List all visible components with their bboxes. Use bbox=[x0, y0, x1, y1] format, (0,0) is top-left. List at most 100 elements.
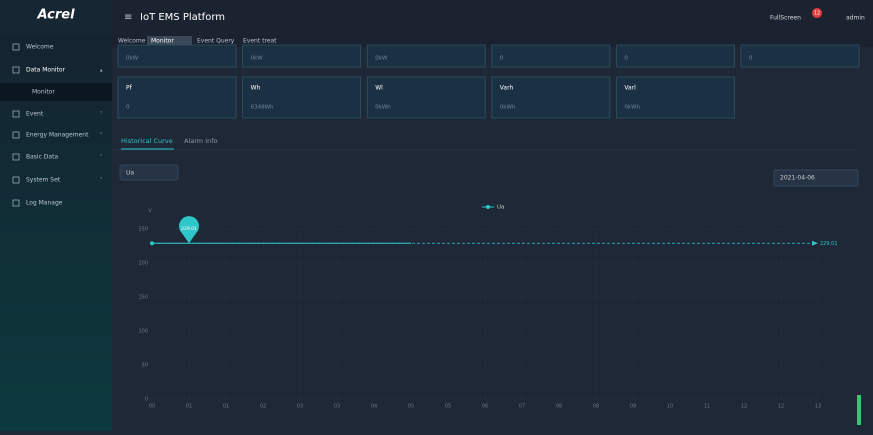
menu-item[interactable]: Energy Management bbox=[26, 132, 89, 139]
menu-arrow: ˅ bbox=[100, 132, 103, 139]
y-axis-name: V bbox=[148, 209, 152, 215]
active-tab bbox=[147, 36, 192, 46]
x-tick-label: 08 bbox=[556, 404, 562, 410]
card-label: Pf bbox=[126, 85, 133, 92]
subtab[interactable]: Alarm Info bbox=[184, 137, 218, 145]
card-value: 0kWh bbox=[375, 105, 391, 111]
card-value: 0 bbox=[126, 105, 130, 111]
card bbox=[491, 76, 611, 119]
card bbox=[491, 44, 611, 68]
active-menu-bg bbox=[0, 83, 112, 101]
x-tick-label: 05 bbox=[408, 404, 414, 410]
x-tick-label: 06 bbox=[482, 404, 488, 410]
card-value: 0 bbox=[624, 56, 628, 62]
logo: Acrel bbox=[36, 8, 75, 23]
card bbox=[242, 44, 362, 68]
menu-item[interactable]: Data Monitor bbox=[26, 67, 66, 74]
card bbox=[242, 76, 362, 119]
fullscreen[interactable]: FullScreen bbox=[770, 15, 801, 22]
max-pin-label: 229.01 bbox=[181, 226, 197, 232]
card-value: 0 bbox=[749, 56, 753, 62]
x-tick-label: 05 bbox=[445, 404, 451, 410]
y-tick-label: 200 bbox=[138, 261, 148, 267]
x-tick-label: 10 bbox=[667, 404, 673, 410]
menu-item[interactable]: Welcome bbox=[26, 44, 54, 51]
date: 2021-04-06 bbox=[780, 175, 815, 182]
y-tick-label: 100 bbox=[138, 329, 148, 335]
card-label: Wl bbox=[375, 85, 383, 92]
menu-icon bbox=[12, 199, 20, 207]
tab[interactable]: Welcome bbox=[118, 38, 146, 45]
x-tick-label: 12 bbox=[741, 404, 747, 410]
card-value: 0kW bbox=[251, 56, 264, 62]
menu-icon bbox=[12, 153, 20, 161]
card-value: 0 bbox=[500, 56, 504, 62]
menu-arrow: ▴ bbox=[100, 68, 103, 74]
menu-icon bbox=[12, 131, 20, 139]
tab[interactable]: Event Query bbox=[197, 38, 235, 45]
y-tick-label: 150 bbox=[138, 295, 148, 301]
max-line-label: 229.01 bbox=[820, 241, 838, 247]
select-box[interactable] bbox=[119, 164, 179, 181]
card bbox=[616, 44, 735, 68]
card-value: 0kW bbox=[375, 56, 388, 62]
menu-arrow: ˅ bbox=[100, 177, 103, 184]
card-value: 0kW bbox=[126, 56, 139, 62]
badge-bg bbox=[812, 8, 822, 18]
y-tick-label: 50 bbox=[142, 363, 148, 369]
user[interactable]: admin bbox=[846, 15, 865, 22]
menu-arrow: ˅ bbox=[100, 154, 103, 161]
tab[interactable]: Monitor bbox=[151, 38, 174, 45]
select-value: Ua bbox=[126, 170, 134, 177]
platform-title: IoT EMS Platform bbox=[140, 12, 225, 23]
card-value: 0kWh bbox=[500, 105, 516, 111]
card-value: 6348Wh bbox=[251, 105, 274, 111]
logo-area bbox=[0, 0, 112, 35]
menu-item[interactable]: Basic Data bbox=[26, 154, 58, 161]
card bbox=[117, 76, 237, 119]
card bbox=[117, 44, 237, 68]
scroll-indicator bbox=[857, 395, 861, 425]
x-tick-label: 08 bbox=[593, 404, 599, 410]
legend-label: Ua bbox=[497, 205, 504, 211]
card bbox=[366, 76, 486, 119]
menu-item[interactable]: Monitor bbox=[32, 89, 55, 96]
tab-bar bbox=[112, 35, 873, 47]
menu-item[interactable]: System Set bbox=[26, 177, 61, 184]
menu-item[interactable]: Event bbox=[26, 111, 44, 118]
x-tick-label: 01 bbox=[186, 404, 192, 410]
x-tick-label: 01 bbox=[223, 404, 229, 410]
x-tick-label: 03 bbox=[334, 404, 340, 410]
x-tick-label: 02 bbox=[260, 404, 266, 410]
y-tick-label: 0 bbox=[145, 397, 148, 403]
menu-icon bbox=[12, 43, 20, 51]
x-tick-label: 09 bbox=[630, 404, 636, 410]
card-value: 0kWh bbox=[624, 105, 640, 111]
top-bar bbox=[0, 0, 873, 35]
x-tick-label: 07 bbox=[519, 404, 525, 410]
card bbox=[366, 44, 486, 68]
badge: 12 bbox=[814, 11, 820, 17]
y-tick-label: 250 bbox=[138, 227, 148, 233]
max-pin bbox=[179, 216, 200, 244]
menu-arrow: ˅ bbox=[100, 111, 103, 118]
menu-icon bbox=[12, 176, 20, 184]
x-tick-label: 00 bbox=[149, 404, 155, 410]
menu-icon bbox=[12, 110, 20, 118]
x-tick-label: 03 bbox=[297, 404, 303, 410]
card bbox=[616, 76, 735, 119]
x-tick-label: 12 bbox=[778, 404, 784, 410]
subtab[interactable]: Historical Curve bbox=[121, 137, 173, 145]
date-box[interactable] bbox=[773, 169, 859, 187]
menu-icon bbox=[12, 66, 20, 74]
card-label: Wh bbox=[251, 85, 261, 92]
tab[interactable]: Event treat bbox=[243, 38, 277, 45]
x-tick-label: 11 bbox=[704, 404, 710, 410]
card-label: Varh bbox=[500, 85, 514, 92]
legend-marker bbox=[486, 205, 490, 209]
max-line-arrow bbox=[812, 240, 818, 246]
menu-item[interactable]: Log Manage bbox=[26, 200, 63, 207]
